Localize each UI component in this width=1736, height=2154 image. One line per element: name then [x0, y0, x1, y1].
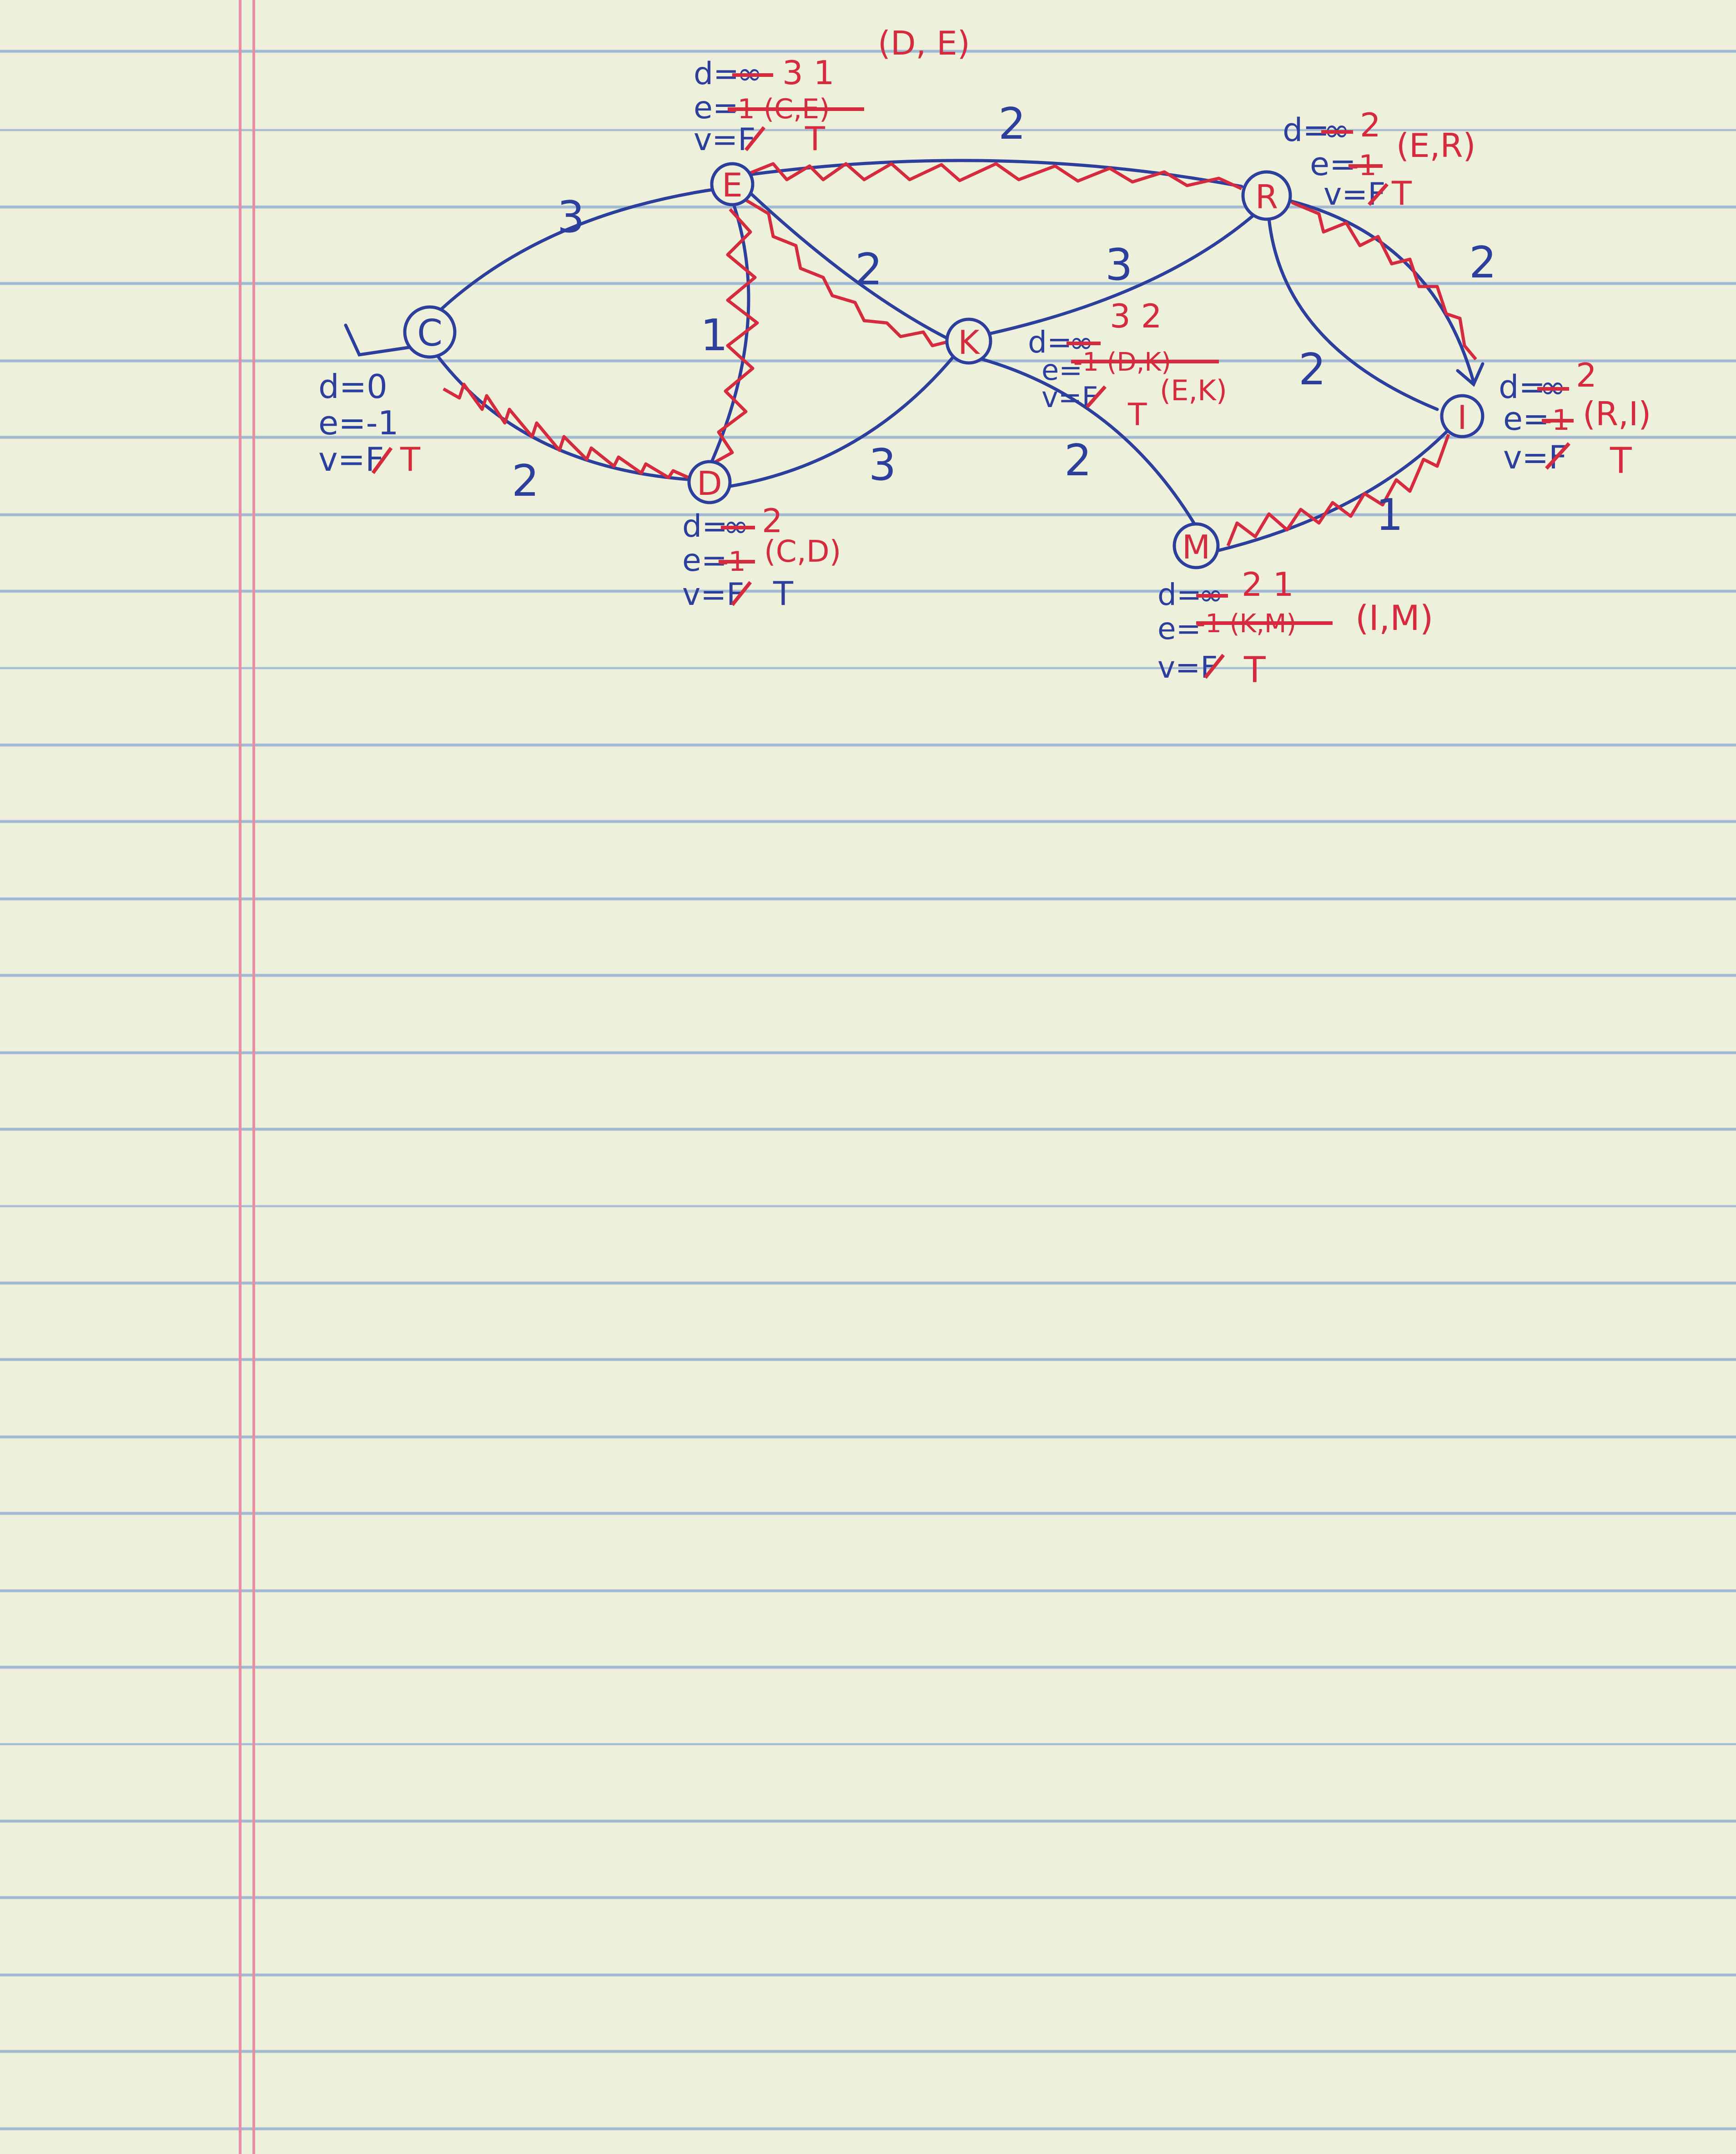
node-I: I	[1440, 394, 1484, 438]
distance-label: d=	[694, 56, 739, 92]
tree-mark-R-I	[1291, 201, 1477, 361]
arrow-start-C	[344, 323, 423, 357]
edge-weight-E-D: 1	[700, 311, 728, 361]
tree-mark-E-D	[711, 208, 759, 466]
tree-mark-E-R	[750, 162, 1243, 191]
node-C: C	[403, 305, 457, 359]
distance-new: 3 1	[782, 54, 835, 92]
edge-label: e=	[1503, 400, 1550, 438]
edge-weight-M-I: 1	[1376, 490, 1403, 540]
distance-value: d=0	[318, 367, 387, 406]
edge-label: e=	[1310, 146, 1356, 183]
node-label: K	[958, 323, 980, 362]
arrow-R-I-head	[1456, 362, 1484, 387]
edge-new: (I,M)	[1355, 598, 1433, 638]
visited-old: v=F	[694, 122, 755, 158]
distance-new: 2	[1360, 106, 1381, 144]
edge-weight-R-I-curved: 2	[1469, 238, 1496, 288]
visited-new: T	[1243, 650, 1266, 691]
node-R: R	[1241, 170, 1292, 221]
visited-new: T	[1610, 441, 1632, 482]
visited-new: T	[1127, 397, 1147, 433]
node-D: D	[687, 460, 732, 504]
distance-label: d=	[1157, 577, 1202, 612]
visited-new: T	[805, 120, 825, 158]
edge-C-D	[435, 353, 695, 482]
annotation-C: d=0 e=-1 v=F T	[318, 367, 421, 478]
visited-old: v=F	[1323, 176, 1385, 212]
margin-line	[239, 0, 242, 2154]
edge-D-K	[726, 353, 957, 488]
visited-old: v=F	[1157, 650, 1218, 685]
visited-new: T	[400, 440, 421, 478]
edge-weight-R-I-straight: 2	[1298, 345, 1326, 395]
edge-new: (E,K)	[1160, 374, 1227, 407]
visited-old: v=F	[682, 577, 744, 613]
edge-label: e=	[1157, 611, 1201, 646]
visited-new: T	[773, 574, 794, 613]
node-label: M	[1182, 528, 1210, 566]
edge-weight-K-M: 2	[1064, 436, 1092, 486]
distance-new: 2	[762, 502, 783, 540]
tree-mark-M-I	[1226, 433, 1450, 547]
distance-new: 2	[1576, 356, 1597, 394]
distance-label: d=	[1028, 325, 1072, 360]
edge-label: e=	[1042, 353, 1082, 387]
node-label: R	[1255, 178, 1278, 216]
edge-new: (R,I)	[1583, 395, 1651, 433]
edge-E-K	[746, 189, 950, 341]
annotation-I: d= ∞ 2 e= -1 (R,I) v=F T	[1499, 356, 1651, 482]
node-label: C	[417, 312, 443, 354]
edge-K-R	[985, 212, 1257, 336]
distance-label: d=	[682, 508, 728, 544]
edge-new: (C,D)	[764, 534, 841, 569]
visited-old: v=F	[1042, 381, 1098, 414]
margin-line	[252, 0, 255, 2154]
node-K: K	[945, 317, 992, 365]
tree-mark-C-D	[443, 382, 694, 482]
annotation-R: d= ∞ 2 e= -1 (E,R) v=F T	[1283, 106, 1476, 212]
edge-R-I-curved	[1285, 198, 1475, 384]
node-E: E	[710, 162, 755, 206]
edge-weight-D-K: 3	[869, 440, 896, 490]
annotation-E: d= ∞ 3 1 e= -1 (C,E) (D, E) v=F T	[694, 24, 970, 158]
node-label: D	[697, 464, 722, 503]
edge-M-I	[1217, 428, 1450, 552]
annotation-D: d= ∞ 2 e= -1 (C,D) v=F T	[682, 502, 841, 613]
edge-new: (D, E)	[878, 24, 970, 62]
edge-E-D	[710, 198, 750, 463]
tree-mark-E-K	[745, 198, 951, 347]
edge-weight-C-D: 2	[512, 456, 539, 506]
edge-new: (E,R)	[1396, 126, 1476, 165]
edge-value: e=-1	[318, 404, 398, 442]
node-label: E	[722, 166, 743, 204]
annotation-M: d= ∞ 2 1 e= -1 (K,M) (I,M) v=F T	[1157, 565, 1433, 691]
edge-R-I-straight	[1267, 216, 1439, 411]
node-M: M	[1172, 522, 1220, 569]
distance-new: 3 2	[1110, 297, 1162, 335]
annotation-K: d= ∞ 3 2 e= -1 (D,K) (E,K) v=F T	[1028, 297, 1227, 433]
edge-weight-E-R: 2	[998, 99, 1026, 149]
distance-new: 2 1	[1242, 565, 1294, 604]
edge-weight-C-E: 3	[557, 192, 584, 242]
edge-weight-E-K: 2	[855, 245, 882, 295]
edge-weight-K-R: 3	[1105, 240, 1132, 290]
edge-K-M	[981, 357, 1203, 536]
node-label: I	[1457, 398, 1467, 437]
edge-C-E	[439, 187, 720, 311]
visited-new: T	[1391, 174, 1412, 212]
